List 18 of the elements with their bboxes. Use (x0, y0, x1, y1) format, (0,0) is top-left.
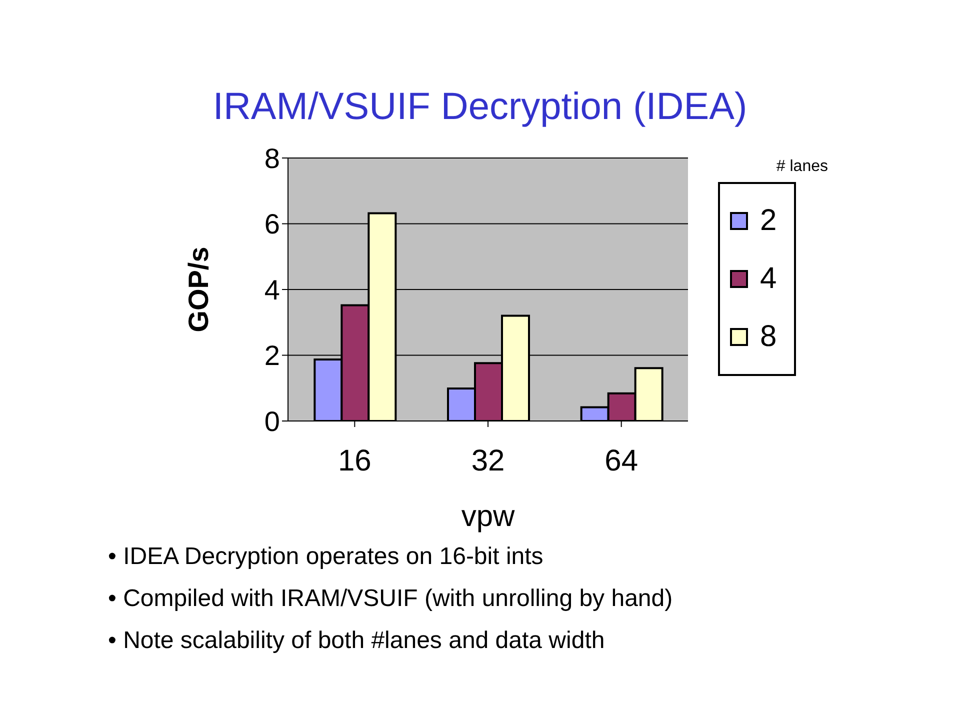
text: • IDEA Decryption operates on 16-bit ints (108, 542, 544, 572)
legend-title: # lanes (775, 158, 828, 176)
legend-label: 4 (760, 262, 777, 296)
x-tick-label: 16 (338, 444, 372, 478)
text: • Note scalability of both #lanes and data width (108, 626, 606, 656)
x-axis-title: vpw (461, 500, 516, 533)
text: • Compiled with IRAM/VSUIF (with unrolling by hand) (108, 584, 673, 614)
y-tick-label: 6 (264, 208, 280, 240)
y-axis-title: GOP/s (182, 246, 214, 332)
y-tick-label: 0 (264, 406, 280, 437)
chart-title: IRAM/VSUIF Decryption (IDEA) (212, 86, 748, 129)
x-tick-label: 32 (471, 444, 505, 478)
legend-label: 8 (760, 320, 777, 354)
y-tick-label: 4 (264, 274, 280, 306)
legend-label: 2 (760, 204, 777, 238)
y-tick-label: 8 (264, 142, 280, 174)
y-tick-label: 2 (264, 340, 280, 372)
x-tick-label: 64 (604, 444, 638, 478)
